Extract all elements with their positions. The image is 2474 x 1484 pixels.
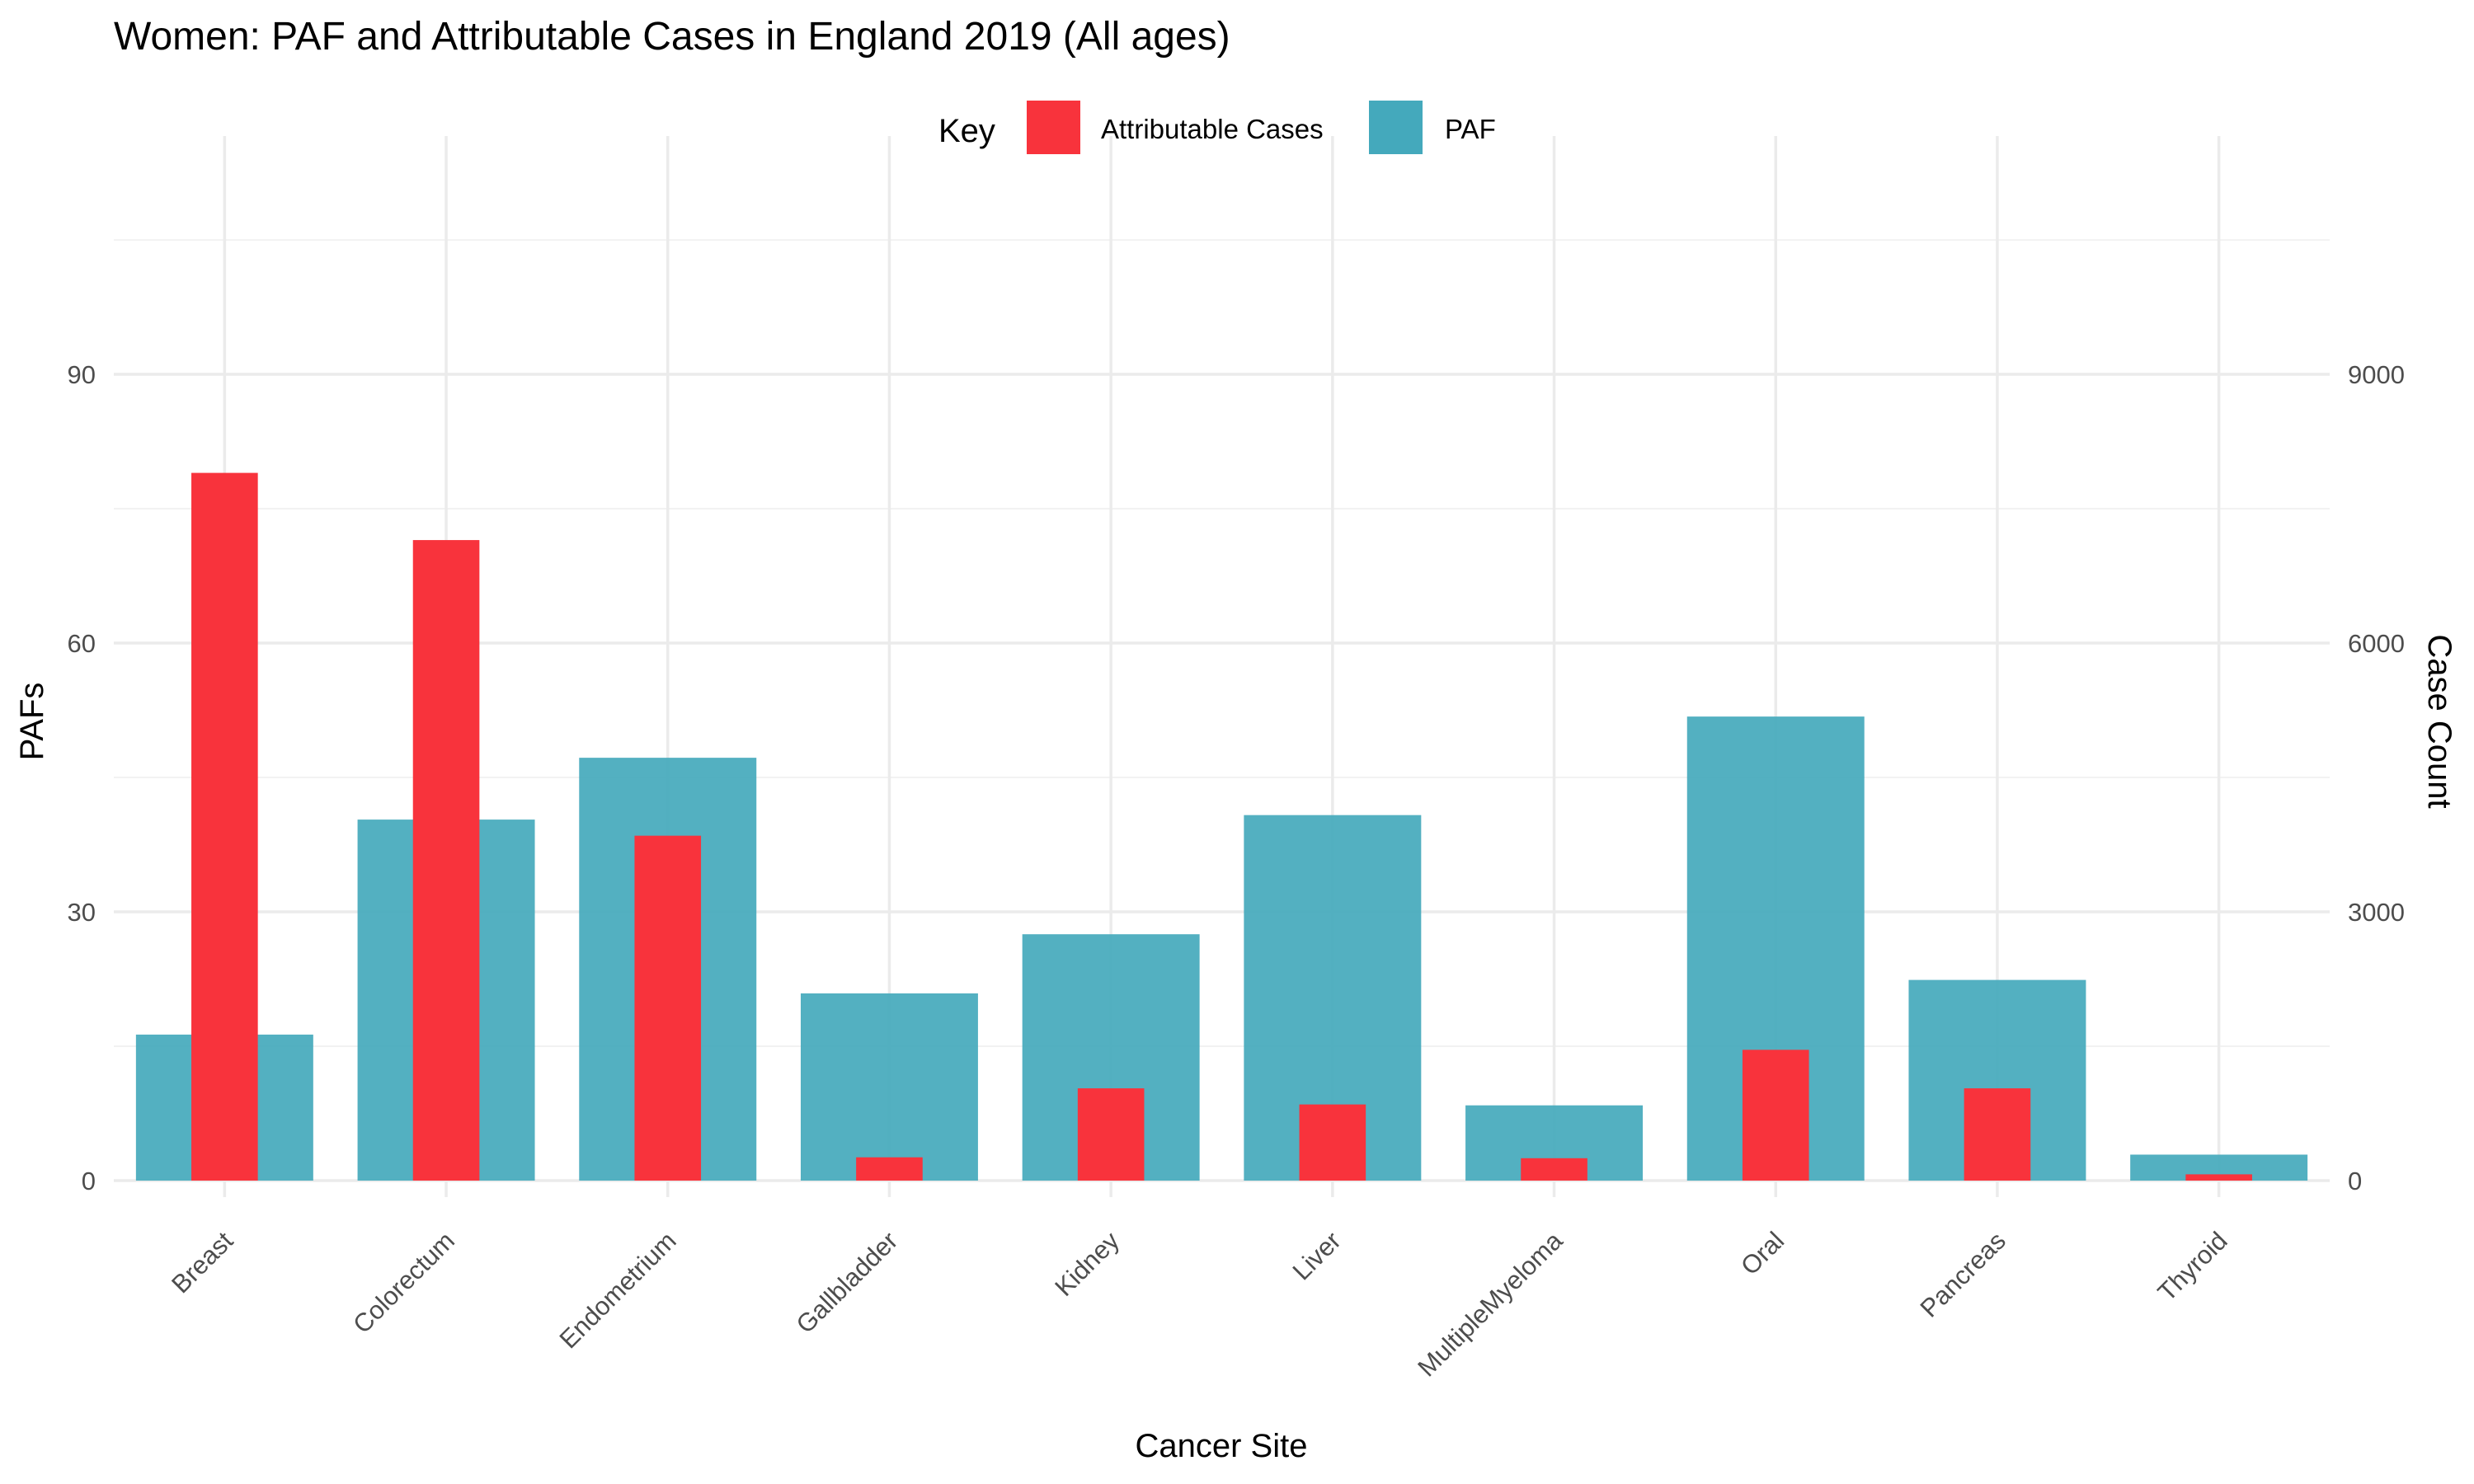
attributable-cases-bar-multiplemyeloma (1521, 1158, 1587, 1181)
attributable-cases-bar-liver (1299, 1104, 1366, 1181)
attributable-cases-bar-thyroid (2185, 1174, 2252, 1181)
legend-title: Key (938, 113, 995, 149)
right-tick-label: 6000 (2348, 629, 2405, 658)
legend-swatch-attributable-cases (1027, 101, 1080, 154)
attributable-cases-bar-kidney (1077, 1088, 1145, 1181)
attributable-cases-series (191, 472, 2252, 1181)
attributable-cases-bar-breast (191, 472, 258, 1181)
paf-bar-gallbladder (800, 993, 978, 1181)
right-tick-label: 0 (2348, 1167, 2362, 1195)
x-tick-label: Oral (1735, 1226, 1790, 1280)
attributable-cases-bar-oral (1742, 1050, 1809, 1181)
attributable-cases-bar-gallbladder (856, 1157, 923, 1181)
x-tick-label: Gallbladder (791, 1226, 904, 1339)
attributable-cases-bar-colorectum (412, 540, 480, 1181)
right-axis-ticks: 0 3000 6000 9000 (2348, 360, 2405, 1195)
left-tick-label: 90 (68, 360, 96, 389)
x-tick-label: Breast (166, 1226, 238, 1298)
left-tick-label: 60 (68, 629, 96, 658)
x-tick-label: MultipleMyeloma (1412, 1226, 1569, 1383)
x-tick-label: Thyroid (2152, 1226, 2233, 1307)
legend: Key Attributable Cases PAF (938, 101, 1496, 154)
x-tick-label: Colorectum (347, 1226, 460, 1339)
legend-label-paf: PAF (1445, 114, 1496, 144)
x-axis-ticks: Breast Colorectum Endometrium Gallbladder Ki… (166, 1226, 2232, 1383)
x-tick-label: Kidney (1049, 1226, 1125, 1302)
left-axis-ticks: 0 30 60 90 (68, 360, 96, 1195)
attributable-cases-bar-pancreas (1964, 1088, 2031, 1181)
legend-label-attributable-cases: Attributable Cases (1101, 114, 1324, 144)
x-tick-label: Liver (1287, 1226, 1347, 1285)
y-axis-title-left: PAFs (14, 683, 50, 761)
chart-title: Women: PAF and Attributable Cases in Eng… (114, 15, 1230, 59)
attributable-cases-bar-endometrium (634, 835, 702, 1181)
right-tick-label: 3000 (2348, 898, 2405, 927)
legend-swatch-paf (1369, 101, 1423, 154)
right-tick-label: 9000 (2348, 360, 2405, 389)
x-tick-label: Pancreas (1915, 1226, 2011, 1322)
y-axis-title-right: Case Count (2421, 634, 2458, 808)
left-tick-label: 0 (82, 1167, 96, 1195)
left-tick-label: 30 (68, 898, 96, 927)
x-tick-label: Endometrium (554, 1226, 682, 1354)
x-axis-title: Cancer Site (1136, 1428, 1308, 1464)
